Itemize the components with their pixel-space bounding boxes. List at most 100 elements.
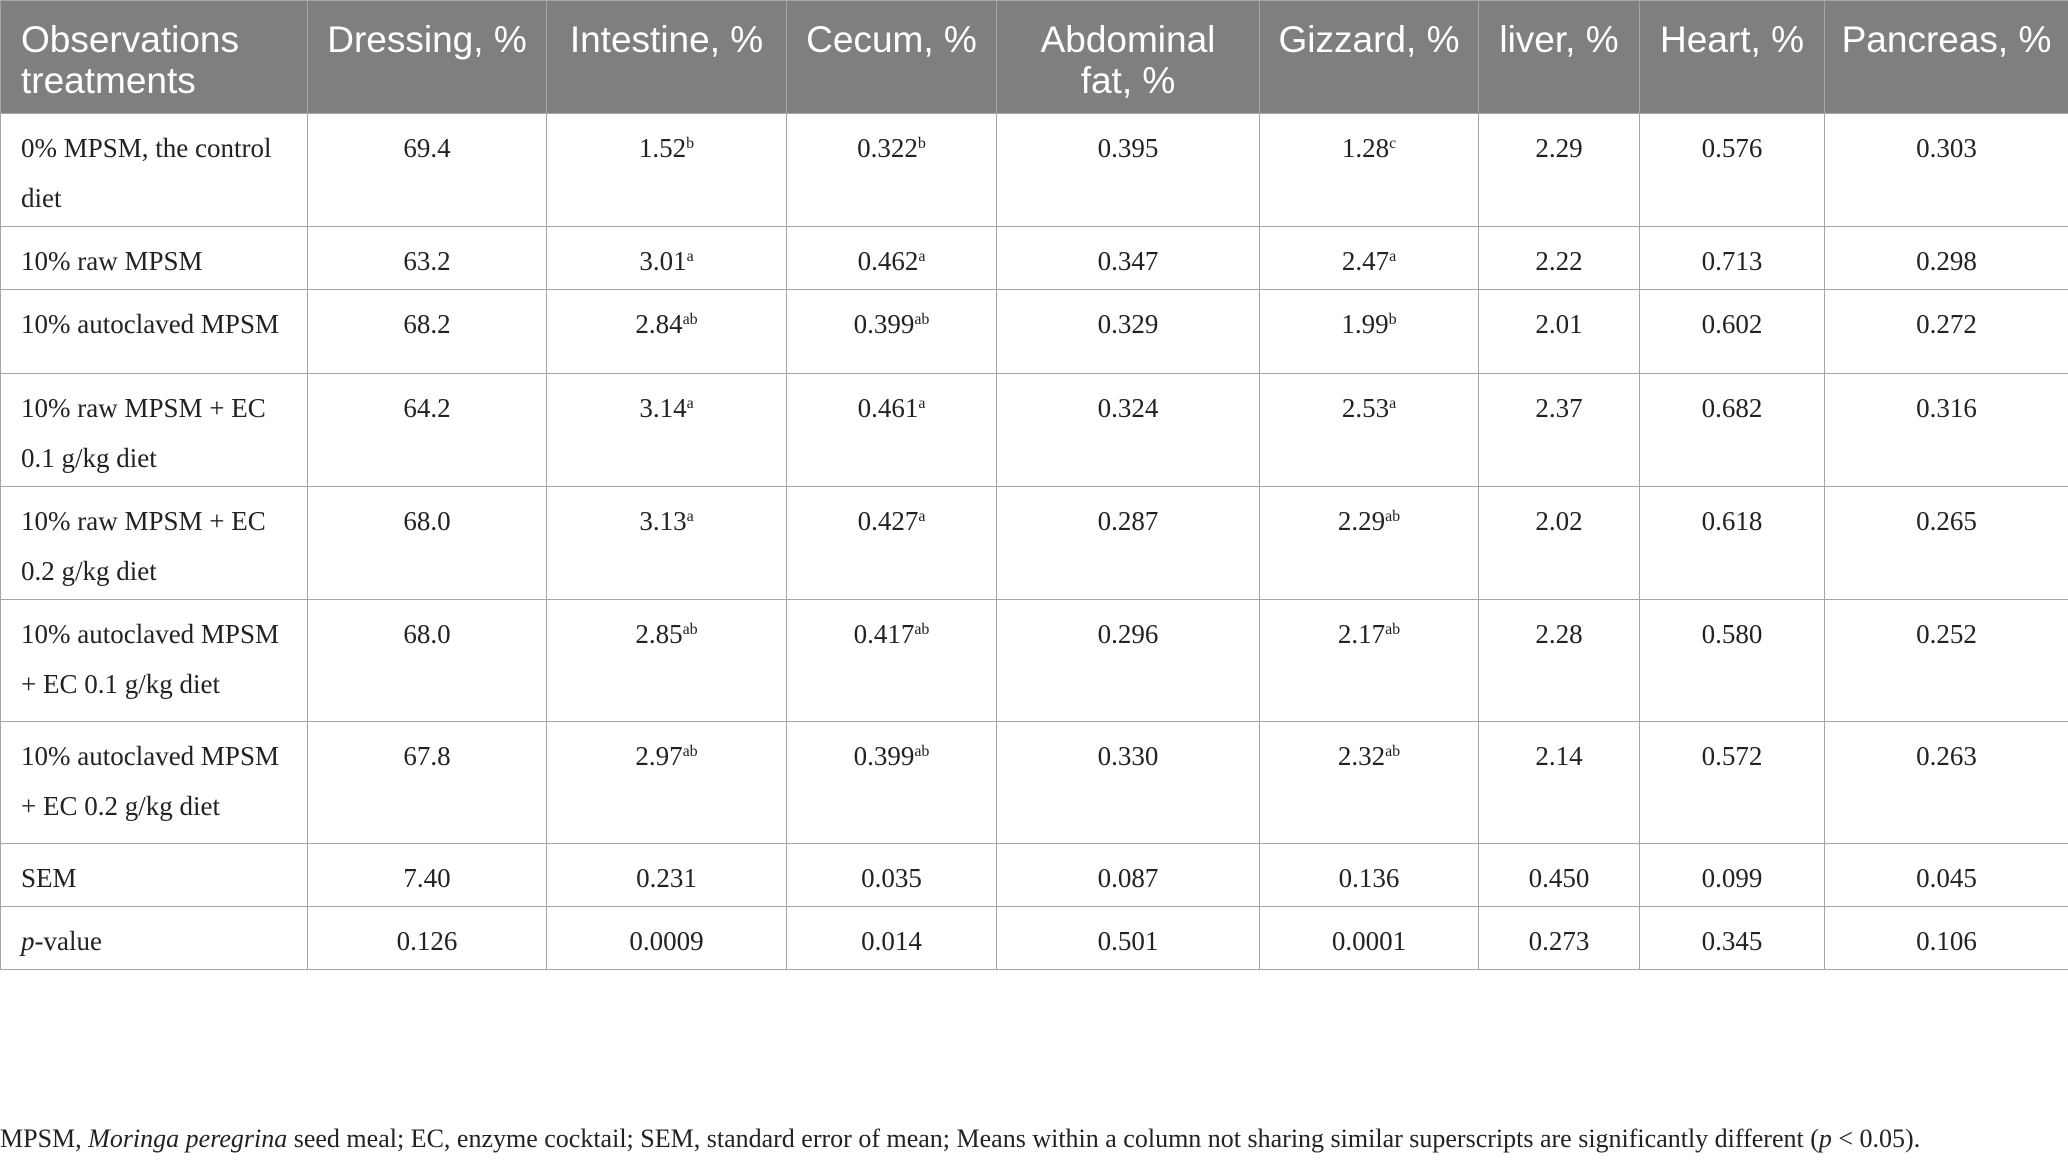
table-cell: 0.316 bbox=[1824, 373, 2068, 487]
row-label: 10% raw MPSM + EC 0.2 g/kg diet bbox=[0, 486, 308, 600]
cell-value: 0.501 bbox=[1097, 926, 1159, 956]
cell-superscript: b bbox=[1388, 311, 1397, 328]
cell-value: 2.85 bbox=[635, 619, 683, 649]
table-cell: 1.99b bbox=[1259, 289, 1479, 374]
header-cell: Abdominal fat, % bbox=[996, 0, 1260, 114]
table-cell: 0.580 bbox=[1639, 599, 1825, 722]
cell-superscript: a bbox=[686, 508, 694, 525]
table-cell: 0.572 bbox=[1639, 721, 1825, 844]
cell-value: 1.99 bbox=[1341, 309, 1389, 339]
table-cell: 2.28 bbox=[1478, 599, 1640, 722]
table-cell: 0.417ab bbox=[786, 599, 997, 722]
cell-value: 0.462 bbox=[857, 246, 919, 276]
table-row: 10% raw MPSM + EC 0.2 g/kg diet 68.0 3.13a… bbox=[0, 486, 2068, 600]
table-footnote: MPSM, Moringa peregrina seed meal; EC, e… bbox=[0, 1124, 1920, 1154]
footnote-text: < 0.05). bbox=[1831, 1124, 1921, 1153]
cell-value: 0.265 bbox=[1916, 506, 1977, 536]
table-cell: 0.136 bbox=[1259, 843, 1479, 907]
cell-value: 0.014 bbox=[861, 926, 922, 956]
cell-value: 0.0009 bbox=[629, 926, 704, 956]
cell-value: 2.84 bbox=[635, 309, 683, 339]
footnote-species: Moringa peregrina bbox=[88, 1124, 288, 1153]
header-cell: Heart, % bbox=[1639, 0, 1825, 114]
table-cell: 0.427a bbox=[786, 486, 997, 600]
cell-value: 2.32 bbox=[1337, 741, 1386, 771]
table-cell: 7.40 bbox=[307, 843, 547, 907]
cell-value: 0.273 bbox=[1528, 926, 1590, 956]
cell-value: 0.347 bbox=[1097, 246, 1159, 276]
table-cell: 63.2 bbox=[307, 226, 547, 290]
table-cell: 0.087 bbox=[996, 843, 1260, 907]
table-cell: 2.32ab bbox=[1259, 721, 1479, 844]
cell-value: 0.272 bbox=[1916, 309, 1977, 339]
cell-value: 0.399 bbox=[853, 309, 915, 339]
table-cell: 0.231 bbox=[546, 843, 787, 907]
table-cell: 0.461a bbox=[786, 373, 997, 487]
table-cell: 0.450 bbox=[1478, 843, 1640, 907]
table-cell: 2.22 bbox=[1478, 226, 1640, 290]
cell-superscript: ab bbox=[1385, 743, 1401, 760]
cell-value: 0.576 bbox=[1701, 133, 1763, 163]
cell-value: 0.682 bbox=[1701, 393, 1763, 423]
table-cell: 0.576 bbox=[1639, 113, 1825, 227]
cell-value: 2.17 bbox=[1337, 619, 1386, 649]
table-cell: 2.47a bbox=[1259, 226, 1479, 290]
cell-value: 2.37 bbox=[1535, 393, 1583, 423]
table-row: 10% autoclaved MPSM 68.2 2.84ab 0.399ab 0.32… bbox=[0, 289, 2068, 374]
cell-superscript: b bbox=[917, 135, 926, 152]
cell-superscript: a bbox=[1389, 248, 1397, 265]
cell-superscript: ab bbox=[914, 621, 930, 638]
cell-value: 2.29 bbox=[1535, 133, 1583, 163]
table-cell: 68.2 bbox=[307, 289, 547, 374]
table-cell: 2.29ab bbox=[1259, 486, 1479, 600]
cell-value: 0.252 bbox=[1916, 619, 1977, 649]
table-row: SEM 7.40 0.231 0.035 0.087 0.136 0.450 0.099 0.0… bbox=[0, 843, 2068, 907]
cell-value: 0.0001 bbox=[1331, 926, 1407, 956]
table-cell: 0.0009 bbox=[546, 906, 787, 970]
cell-superscript: a bbox=[686, 248, 694, 265]
cell-value: 0.713 bbox=[1701, 246, 1763, 276]
cell-value: 2.28 bbox=[1535, 619, 1583, 649]
table-cell: 0.0001 bbox=[1259, 906, 1479, 970]
cell-value: 0.298 bbox=[1916, 246, 1977, 276]
table-row: 10% raw MPSM + EC 0.1 g/kg diet 64.2 3.14a… bbox=[0, 373, 2068, 487]
table-cell: 2.14 bbox=[1478, 721, 1640, 844]
table-cell: 3.01a bbox=[546, 226, 787, 290]
cell-superscript: a bbox=[1389, 395, 1397, 412]
table-cell: 0.106 bbox=[1824, 906, 2068, 970]
cell-value: 0.602 bbox=[1701, 309, 1763, 339]
table-cell: 3.13a bbox=[546, 486, 787, 600]
table-cell: 0.602 bbox=[1639, 289, 1825, 374]
cell-value: 0.324 bbox=[1097, 393, 1159, 423]
cell-value: 1.28 bbox=[1341, 133, 1390, 163]
table-cell: 0.682 bbox=[1639, 373, 1825, 487]
cell-value: 0.618 bbox=[1701, 506, 1763, 536]
cell-value: 68.2 bbox=[403, 309, 451, 339]
row-label: p-value bbox=[0, 906, 308, 970]
table-cell: 2.02 bbox=[1478, 486, 1640, 600]
cell-value: 0.417 bbox=[853, 619, 915, 649]
table-cell: 0.399ab bbox=[786, 289, 997, 374]
table-cell: 69.4 bbox=[307, 113, 547, 227]
cell-superscript: b bbox=[686, 135, 695, 152]
cell-value: 3.14 bbox=[639, 393, 687, 423]
table-cell: 0.296 bbox=[996, 599, 1260, 722]
table-row: 10% autoclaved MPSM + EC 0.2 g/kg diet 67… bbox=[0, 721, 2068, 844]
table-cell: 0.399ab bbox=[786, 721, 997, 844]
table-cell: 2.37 bbox=[1478, 373, 1640, 487]
cell-superscript: ab bbox=[682, 621, 698, 638]
cell-value: 2.02 bbox=[1535, 506, 1583, 536]
cell-value: 0.345 bbox=[1701, 926, 1763, 956]
table-cell: 0.347 bbox=[996, 226, 1260, 290]
table-cell: 0.330 bbox=[996, 721, 1260, 844]
cell-value: 0.263 bbox=[1916, 741, 1977, 771]
cell-value: 2.47 bbox=[1341, 246, 1390, 276]
header-row: Observations treatments Dressing, % Inte… bbox=[0, 0, 2068, 114]
cell-value: 68.0 bbox=[403, 619, 451, 649]
table-cell: 0.298 bbox=[1824, 226, 2068, 290]
table-cell: 0.324 bbox=[996, 373, 1260, 487]
table-cell: 0.273 bbox=[1478, 906, 1640, 970]
results-table: Observations treatments Dressing, % Inte… bbox=[0, 0, 2068, 970]
table-cell: 0.713 bbox=[1639, 226, 1825, 290]
table-cell: 0.099 bbox=[1639, 843, 1825, 907]
